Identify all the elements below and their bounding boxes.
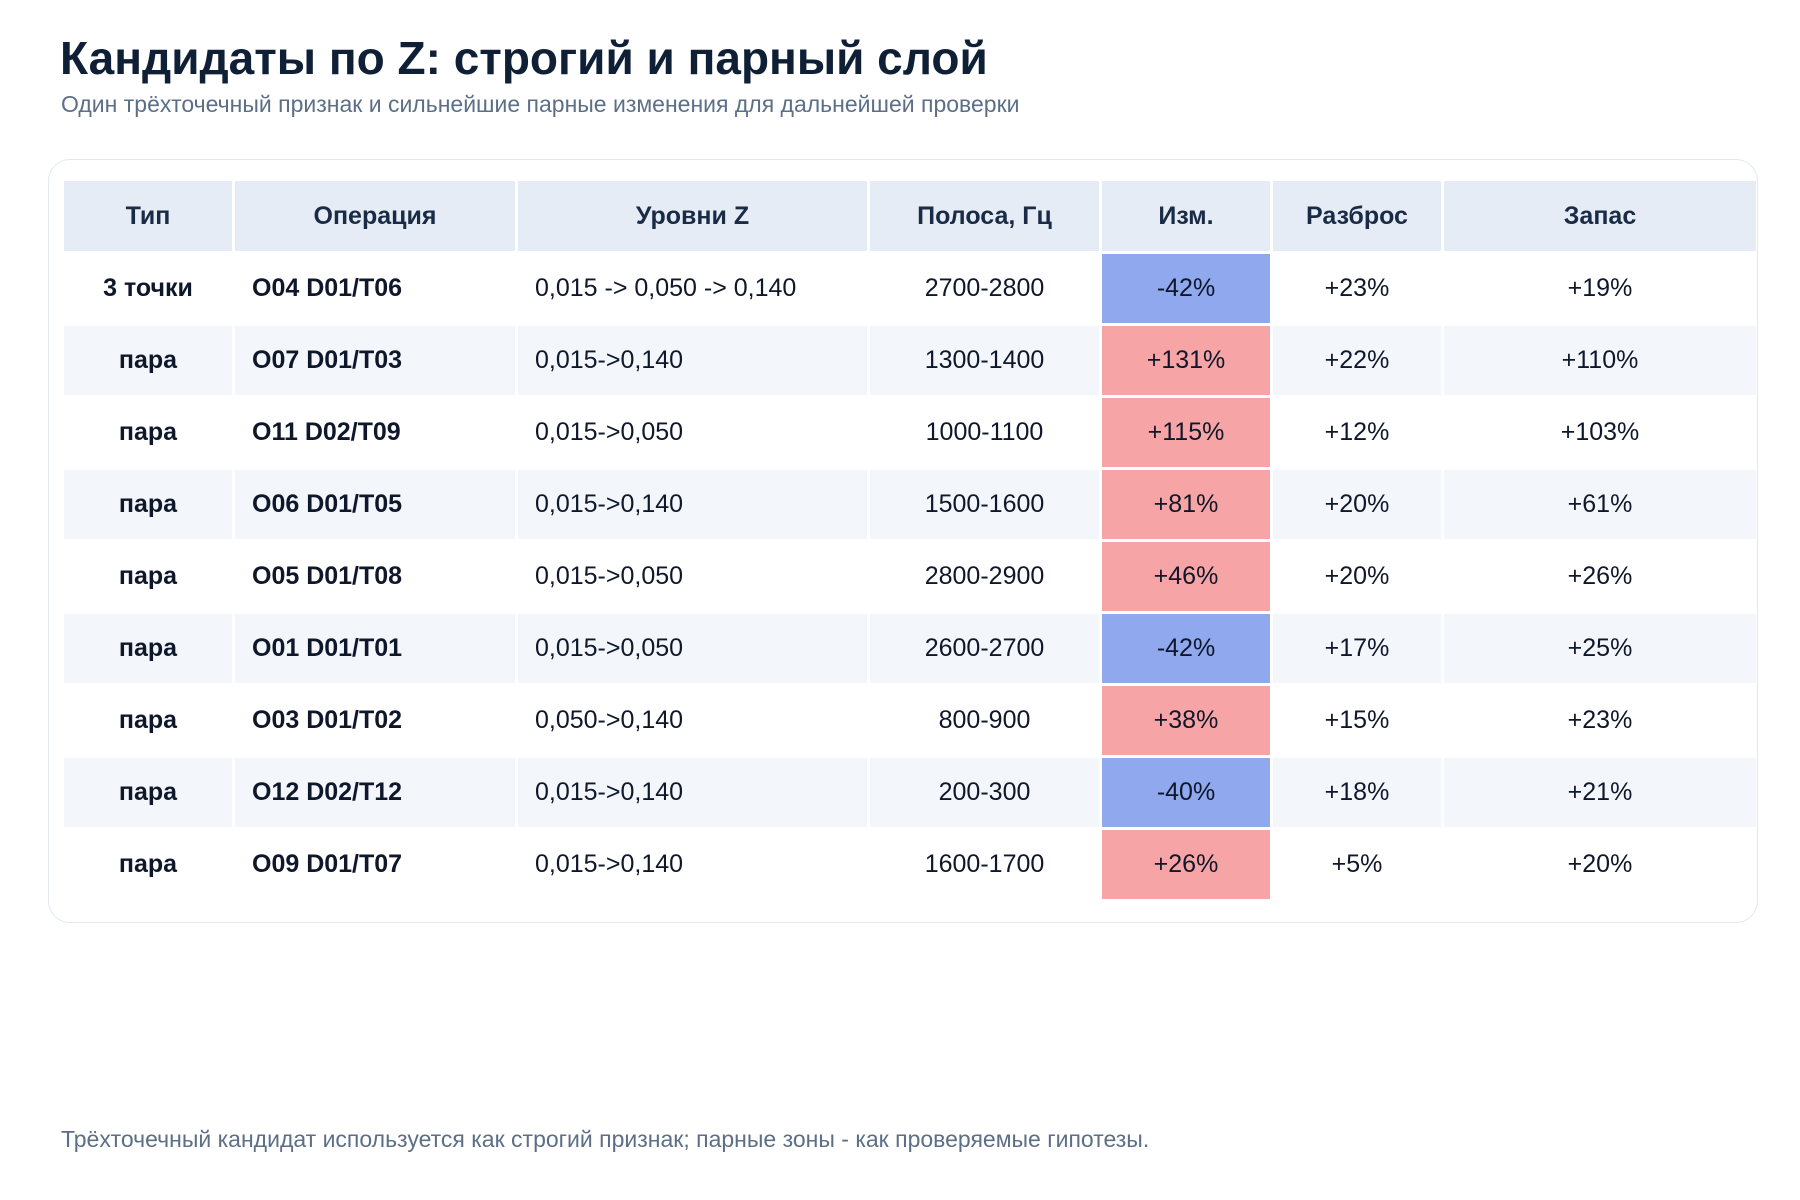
footnote: Трёхточечный кандидат используется как с… [61,1126,1150,1152]
cell-spread: +5% [1273,830,1441,899]
cell-margin: +103% [1444,398,1756,467]
cell-operation: O03 D01/T02 [235,686,515,755]
cell-operation: O06 D01/T05 [235,470,515,539]
column-header-change: Изм. [1102,181,1270,251]
cell-band: 2800-2900 [870,542,1099,611]
candidates-table: Тип Операция Уровни Z Полоса, Гц Изм. Ра… [61,178,1759,902]
cell-margin: +26% [1444,542,1756,611]
cell-type: пара [64,758,232,827]
table-row: пара O01 D01/T01 0,015->0,050 2600-2700 -42%… [64,614,1756,683]
cell-change: +26% [1102,830,1270,899]
cell-spread: +12% [1273,398,1441,467]
table-row: пара O03 D01/T02 0,050->0,140 800-900 +38% +1… [64,686,1756,755]
cell-margin: +19% [1444,254,1756,323]
table-row: пара O11 D02/T09 0,015->0,050 1000-1100 +115… [64,398,1756,467]
cell-margin: +110% [1444,326,1756,395]
cell-spread: +23% [1273,254,1441,323]
cell-change: +46% [1102,542,1270,611]
cell-band: 1600-1700 [870,830,1099,899]
cell-band: 800-900 [870,686,1099,755]
page-title: Кандидаты по Z: строгий и парный слой [60,32,988,84]
cell-levels: 0,015->0,050 [518,542,867,611]
cell-type: пара [64,398,232,467]
cell-change: +38% [1102,686,1270,755]
cell-operation: O11 D02/T09 [235,398,515,467]
cell-levels: 0,015->0,140 [518,758,867,827]
table-row: пара O12 D02/T12 0,015->0,140 200-300 -40% +1… [64,758,1756,827]
cell-change: +131% [1102,326,1270,395]
column-header-operation: Операция [235,181,515,251]
cell-band: 1300-1400 [870,326,1099,395]
cell-operation: O09 D01/T07 [235,830,515,899]
table-row: пара O07 D01/T03 0,015->0,140 1300-1400 +131… [64,326,1756,395]
cell-band: 1000-1100 [870,398,1099,467]
cell-operation: O04 D01/T06 [235,254,515,323]
cell-band: 1500-1600 [870,470,1099,539]
cell-operation: O01 D01/T01 [235,614,515,683]
cell-levels: 0,015 -> 0,050 -> 0,140 [518,254,867,323]
cell-type: пара [64,470,232,539]
cell-margin: +25% [1444,614,1756,683]
cell-spread: +15% [1273,686,1441,755]
cell-levels: 0,015->0,140 [518,326,867,395]
cell-change: -42% [1102,254,1270,323]
cell-type: 3 точки [64,254,232,323]
cell-type: пара [64,830,232,899]
table-header-row: Тип Операция Уровни Z Полоса, Гц Изм. Ра… [64,181,1756,251]
cell-spread: +20% [1273,542,1441,611]
cell-margin: +23% [1444,686,1756,755]
cell-operation: O07 D01/T03 [235,326,515,395]
cell-spread: +17% [1273,614,1441,683]
cell-band: 200-300 [870,758,1099,827]
cell-margin: +61% [1444,470,1756,539]
cell-operation: O05 D01/T08 [235,542,515,611]
cell-type: пара [64,686,232,755]
cell-margin: +21% [1444,758,1756,827]
table-row: 3 точки O04 D01/T06 0,015 -> 0,050 -> 0,14… [64,254,1756,323]
cell-spread: +18% [1273,758,1441,827]
column-header-type: Тип [64,181,232,251]
cell-levels: 0,015->0,140 [518,830,867,899]
cell-change: -42% [1102,614,1270,683]
table-row: пара O06 D01/T05 0,015->0,140 1500-1600 +81%… [64,470,1756,539]
column-header-band: Полоса, Гц [870,181,1099,251]
cell-band: 2600-2700 [870,614,1099,683]
cell-levels: 0,015->0,050 [518,614,867,683]
cell-type: пара [64,542,232,611]
table-row: пара O05 D01/T08 0,015->0,050 2800-2900 +46%… [64,542,1756,611]
cell-change: -40% [1102,758,1270,827]
cell-levels: 0,050->0,140 [518,686,867,755]
cell-change: +81% [1102,470,1270,539]
cell-change: +115% [1102,398,1270,467]
cell-levels: 0,015->0,050 [518,398,867,467]
cell-levels: 0,015->0,140 [518,470,867,539]
cell-spread: +20% [1273,470,1441,539]
column-header-spread: Разброс [1273,181,1441,251]
cell-margin: +20% [1444,830,1756,899]
cell-operation: O12 D02/T12 [235,758,515,827]
cell-band: 2700-2800 [870,254,1099,323]
column-header-margin: Запас [1444,181,1756,251]
cell-spread: +22% [1273,326,1441,395]
column-header-levels: Уровни Z [518,181,867,251]
cell-type: пара [64,326,232,395]
cell-type: пара [64,614,232,683]
table-row: пара O09 D01/T07 0,015->0,140 1600-1700 +26%… [64,830,1756,899]
page-subtitle: Один трёхточечный признак и сильнейшие п… [61,91,1020,117]
